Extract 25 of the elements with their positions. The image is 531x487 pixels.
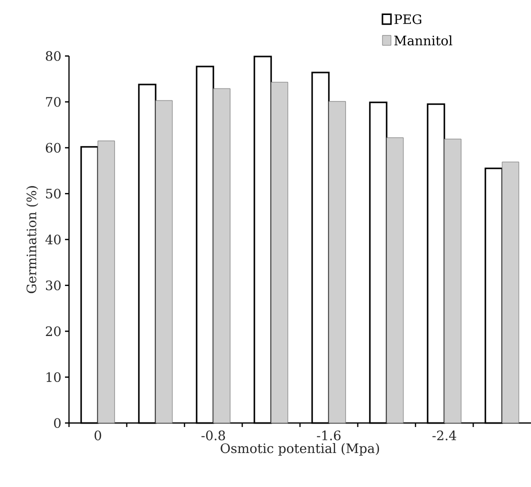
bar [502, 162, 520, 424]
legend-label: Mannitol [394, 35, 452, 46]
y-tick-label: 10 [46, 372, 61, 382]
y-tick-label: 20 [46, 326, 61, 336]
y-tick-label: 30 [46, 280, 61, 290]
y-tick-label: 50 [46, 188, 61, 199]
y-tick-label: 0 [54, 418, 61, 428]
y-axis-title: Germination (%) [26, 186, 38, 294]
bar [270, 82, 288, 424]
y-tick-label: 60 [46, 142, 61, 153]
x-tick-label: 0 [94, 430, 102, 440]
bar [328, 101, 346, 424]
legend-label: PEG [394, 14, 422, 24]
y-tick-label: 80 [46, 51, 61, 61]
y-tick-label: 40 [45, 234, 61, 244]
x-tick-label: -2.4 [432, 430, 456, 440]
bar [444, 138, 462, 424]
x-axis-title: Osmotic potential (Mpa) [220, 443, 379, 456]
x-tick-label: -1.6 [316, 430, 341, 440]
bar [155, 100, 173, 424]
bar [213, 88, 230, 424]
x-tick-label: -0.8 [201, 430, 225, 440]
bar [98, 140, 115, 424]
bar [386, 137, 404, 424]
y-tick-label: 70 [46, 96, 61, 107]
